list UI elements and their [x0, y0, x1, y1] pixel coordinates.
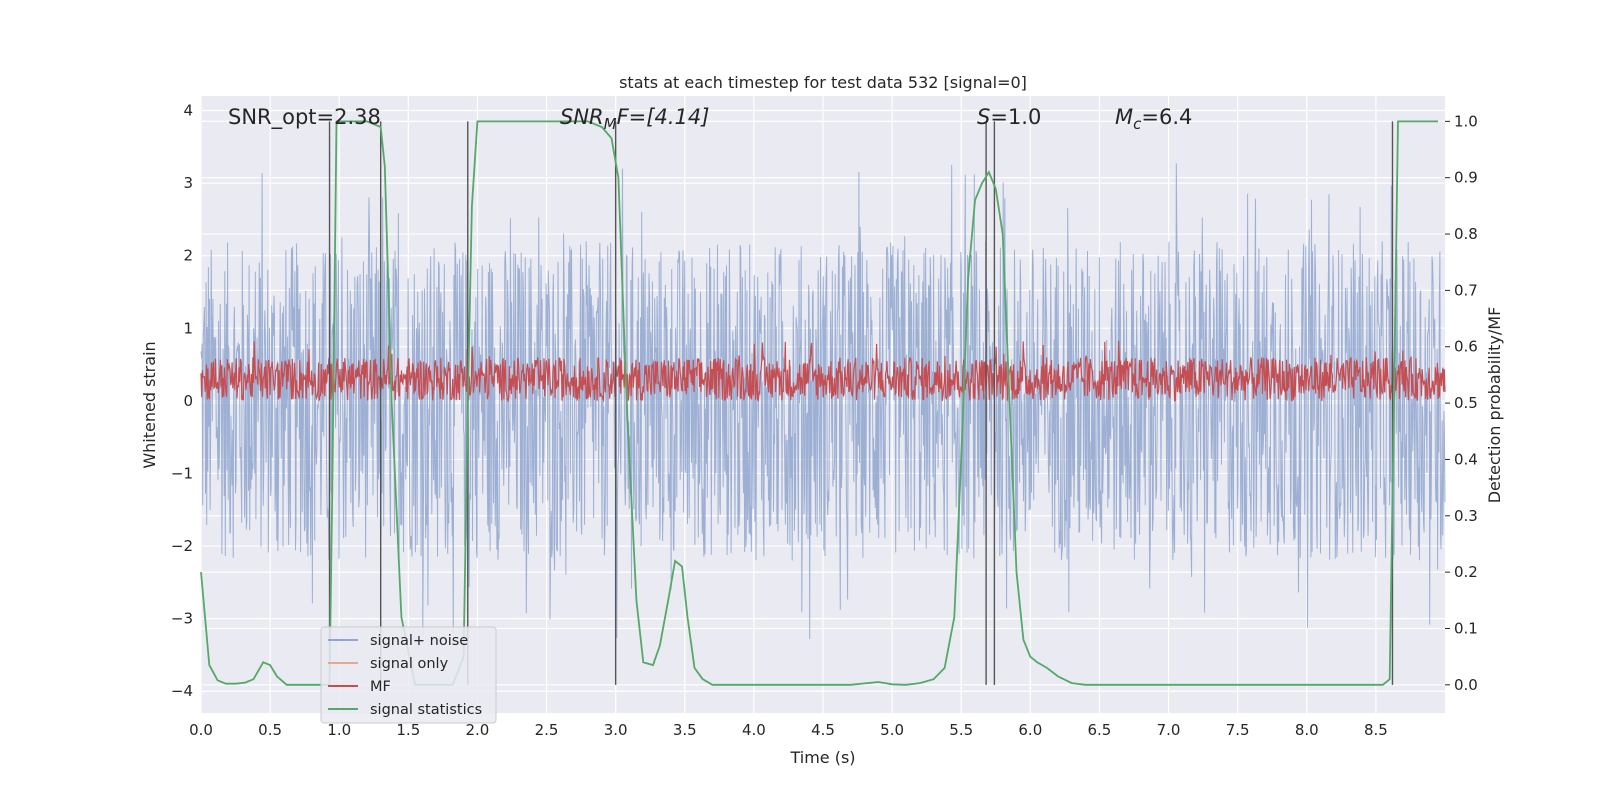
y-right-tick-label: 0.2 [1454, 563, 1478, 581]
legend-label-signal-noise: signal+ noise [370, 633, 468, 649]
x-tick-label: 1.5 [396, 721, 420, 739]
mf-series [200, 340, 1446, 403]
y-right-tick-label: 0.7 [1454, 281, 1478, 299]
annotation-snr-mf-sub: M [604, 115, 617, 133]
y-left-tick-label: −4 [171, 682, 193, 700]
y-right-tick-label: 0.8 [1454, 225, 1478, 243]
tick-labels: 0.0 0.5 1.0 1.5 2.0 2.5 3.0 3.5 4.0 4.5 5.0 5.5 6.0 6… [171, 102, 1478, 739]
x-tick-label: 7.5 [1226, 721, 1250, 739]
x-tick-label: 8.0 [1295, 721, 1319, 739]
x-tick-label: 3.5 [673, 721, 697, 739]
x-tick-label: 5.0 [880, 721, 904, 739]
annotation-snr-mf: SNRMF=[4.14] [560, 105, 709, 133]
signal-statistics-line [200, 120, 1439, 686]
x-tick-label: 0.5 [258, 721, 282, 739]
x-tick-label: 8.5 [1364, 721, 1388, 739]
x-axis-label: Time (s) [789, 748, 855, 767]
y-left-tick-label: −2 [171, 537, 193, 555]
signal-noise-series [200, 163, 1446, 640]
x-tick-label: 0.0 [189, 721, 213, 739]
legend-label-mf: MF [370, 679, 391, 695]
legend-box [320, 626, 497, 724]
x-tick-label: 4.5 [811, 721, 835, 739]
x-tick-label: 3.0 [604, 721, 628, 739]
vertical-markers [328, 121, 1394, 685]
signal-statistics-series [200, 120, 1439, 686]
legend-label-signal-statistics: signal statistics [370, 702, 482, 718]
legend: signal+ noise signal only MF signal stat… [320, 626, 497, 724]
y-left-tick-label: 3 [183, 174, 193, 192]
x-tick-label: 2.0 [466, 721, 490, 739]
x-tick-label: 2.5 [535, 721, 559, 739]
annotation-snr-mf-rest: F=[4.14] [617, 105, 710, 129]
x-tick-label: 7.0 [1157, 721, 1181, 739]
annotation-s-main: S [977, 105, 990, 129]
y-right-tick-label: 0.1 [1454, 619, 1478, 637]
y-right-tick-label: 0.5 [1454, 394, 1478, 412]
y-left-tick-label: 1 [183, 319, 193, 337]
y-left-tick-label: −3 [171, 610, 193, 628]
y-right-tick-label: 0.4 [1454, 450, 1478, 468]
y-axis-right-label: Detection probability/MF [1485, 307, 1504, 504]
annotation-snr-opt: SNR_opt=2.38 [228, 105, 381, 130]
y-left-tick-label: 2 [183, 247, 193, 265]
y-left-tick-label: −1 [171, 464, 193, 482]
mf-line [200, 340, 1446, 403]
y-right-tick-label: 0.6 [1454, 338, 1478, 356]
y-right-tick-label: 1.0 [1454, 112, 1478, 130]
annotation-s-rest: =1.0 [990, 105, 1041, 129]
y-right-tick-label: 0.3 [1454, 507, 1478, 525]
grid-layer [200, 96, 1445, 713]
x-tick-label: 1.0 [327, 721, 351, 739]
y-right-tick-label: 0.0 [1454, 676, 1478, 694]
y-left-tick-label: 0 [183, 392, 193, 410]
x-tick-label: 4.0 [742, 721, 766, 739]
y-left-tick-label: 4 [183, 102, 193, 120]
x-tick-label: 6.5 [1088, 721, 1112, 739]
y-axis-left-label: Whitened strain [140, 341, 159, 468]
annotation-mc: Mc=6.4 [1115, 105, 1192, 133]
annotation-mc-main: M [1115, 105, 1133, 129]
chart-title: stats at each timestep for test data 532… [619, 73, 1027, 92]
annotation-snr-mf-main: SNR [560, 105, 604, 129]
x-tick-label: 6.0 [1018, 721, 1042, 739]
signal-noise-line [200, 163, 1446, 640]
x-tick-label: 5.5 [949, 721, 973, 739]
annotation-mc-sub: c [1133, 115, 1142, 133]
annotation-mc-rest: =6.4 [1141, 105, 1192, 129]
legend-label-signal-only: signal only [370, 656, 449, 672]
annotation-s: S=1.0 [977, 105, 1041, 129]
y-right-tick-label: 0.9 [1454, 169, 1478, 187]
